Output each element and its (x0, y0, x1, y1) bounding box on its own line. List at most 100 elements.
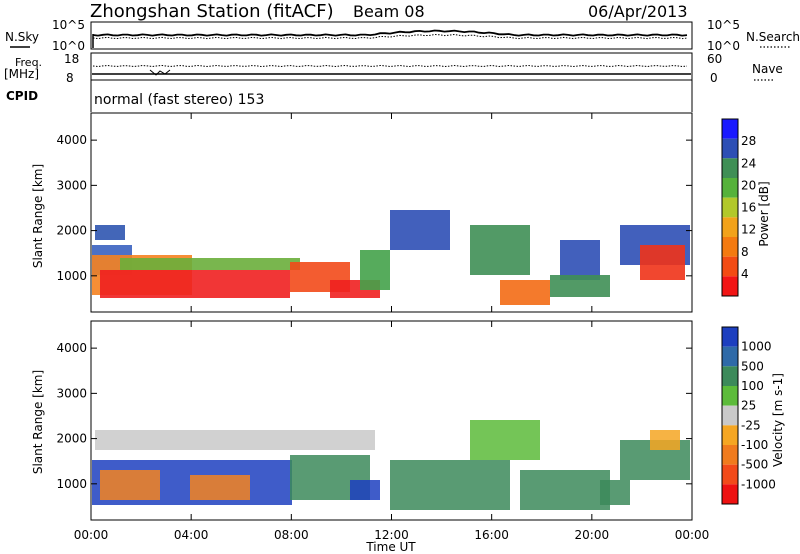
colorbar-swatch (722, 366, 738, 386)
velocity-heatmap-cells (92, 420, 690, 510)
cpid-text: normal (fast stereo) 153 (94, 92, 264, 108)
colorbar-swatch (722, 237, 738, 257)
colorbar-swatch (722, 178, 738, 198)
power-colorbar-label: Power [dB] (757, 181, 771, 246)
x-tick-label: 20:00 (575, 528, 610, 542)
velocity-cell (650, 430, 680, 450)
y-tick-label: 4000 (56, 133, 87, 147)
freq-label-line1: Freq. (15, 56, 42, 69)
colorbar-tick-label: 500 (741, 359, 764, 373)
nave-series-line (92, 64, 688, 68)
velocity-cell (390, 460, 510, 510)
time-axis: 00:00 04:00 08:00 12:00 16:00 20:00 00:00 (74, 113, 710, 542)
power-y-axis: 1000 2000 3000 4000 (56, 133, 692, 283)
time-axis-label: Time UT (365, 540, 416, 554)
colorbar-tick-label: 16 (741, 201, 756, 215)
cpid-label: CPID (6, 89, 38, 103)
date-label: 06/Apr/2013 (588, 2, 688, 21)
x-tick-label: 08:00 (274, 528, 309, 542)
y-tick-label: 2000 (56, 432, 87, 446)
velocity-cell (470, 420, 540, 460)
power-cell (560, 240, 600, 280)
nsearch-label: N.Search (746, 30, 800, 44)
colorbar-swatch (722, 158, 738, 178)
colorbar-tick-label: 1000 (741, 340, 772, 354)
colorbar-swatch (722, 425, 738, 445)
velocity-cell (350, 480, 380, 500)
colorbar-swatch (722, 484, 738, 504)
colorbar-tick-label: 24 (741, 156, 756, 170)
velocity-cell (520, 470, 610, 510)
nsky-series-line (92, 29, 688, 37)
colorbar-swatch (722, 405, 738, 426)
y-tick-label: 3000 (56, 178, 87, 192)
colorbar-tick-label: 8 (741, 245, 749, 259)
velocity-y-label: Slant Range [km] (31, 370, 45, 474)
velocity-colorbar: 1000 500 100 25 -25 -100 -500 -1000 (721, 326, 776, 505)
x-tick-label: 16:00 (474, 528, 509, 542)
beam-label: Beam 08 (353, 2, 425, 21)
colorbar-tick-label: -500 (741, 458, 768, 472)
velocity-cell (190, 475, 250, 500)
colorbar-swatch (722, 276, 738, 296)
y-tick-label: 1000 (56, 269, 87, 283)
power-panel: 1000 2000 3000 4000 Slant Range [km] 4 8 12 16… (31, 112, 771, 313)
velocity-cell (95, 430, 375, 450)
colorbar-tick-label: 12 (741, 223, 756, 237)
nave-top-tick: 60 (707, 52, 722, 66)
y-tick-label: 4000 (56, 341, 87, 355)
nsky-top-tick: 10^5 (52, 18, 85, 32)
nave-bottom-tick: 0 (710, 71, 718, 85)
velocity-y-axis: 1000 2000 3000 4000 (56, 341, 692, 491)
nsky-panel: N.Sky 10^5 10^0 10^5 10^0 N.Search (5, 18, 800, 53)
power-cell (360, 250, 390, 290)
x-tick-label: 00:00 (74, 528, 109, 542)
velocity-colorbar-label: Velocity [m s-1] (771, 373, 785, 467)
nsearch-bottom-tick: 10^0 (707, 39, 740, 53)
x-tick-label: 00:00 (675, 528, 710, 542)
colorbar-tick-label: 100 (741, 379, 764, 393)
colorbar-tick-label: 28 (741, 134, 756, 148)
freq-panel: Freq. [MHz] 18 8 60 0 Nave (4, 52, 783, 85)
power-y-label: Slant Range [km] (31, 164, 45, 268)
freq-label-line2: [MHz] (4, 67, 39, 81)
nsky-frame (90, 21, 693, 50)
colorbar-frame (721, 118, 739, 297)
colorbar-tick-label: 25 (741, 399, 756, 413)
colorbar-swatch (722, 327, 738, 347)
colorbar-swatch (722, 445, 738, 465)
velocity-panel: 1000 2000 3000 4000 Slant Range [km] 1000 50… (31, 320, 785, 521)
colorbar-tick-label: 20 (741, 178, 756, 192)
colorbar-swatch (722, 464, 738, 485)
velocity-cell (100, 470, 160, 500)
colorbar-swatch (722, 256, 738, 277)
velocity-cell (600, 480, 630, 505)
colorbar-tick-label: 4 (741, 267, 749, 281)
freq-top-tick: 18 (64, 52, 79, 66)
colorbar-swatch (722, 386, 738, 406)
freq-glitch (149, 69, 171, 76)
power-cell (120, 258, 300, 270)
power-cell (100, 270, 290, 298)
colorbar-swatch (722, 197, 738, 218)
nave-label: Nave (752, 62, 783, 76)
colorbar-tick-label: -25 (741, 418, 761, 432)
cpid-panel: CPID normal (fast stereo) 153 (6, 80, 693, 112)
freq-frame (90, 52, 693, 81)
power-cell (470, 225, 530, 275)
nsearch-series-line (92, 33, 688, 40)
power-cell (390, 210, 450, 250)
nsearch-top-tick: 10^5 (707, 18, 740, 32)
power-colorbar: 4 8 12 16 20 24 28 (721, 118, 756, 297)
nsky-bottom-tick: 10^0 (52, 39, 85, 53)
y-tick-label: 3000 (56, 386, 87, 400)
power-cell (550, 275, 610, 297)
power-cell (95, 225, 125, 240)
colorbar-tick-label: -100 (741, 438, 768, 452)
power-cell (500, 280, 550, 305)
colorbar-frame (721, 326, 739, 505)
power-heatmap-cells (92, 210, 690, 305)
power-cell (640, 245, 685, 280)
nsky-label: N.Sky (5, 30, 39, 44)
